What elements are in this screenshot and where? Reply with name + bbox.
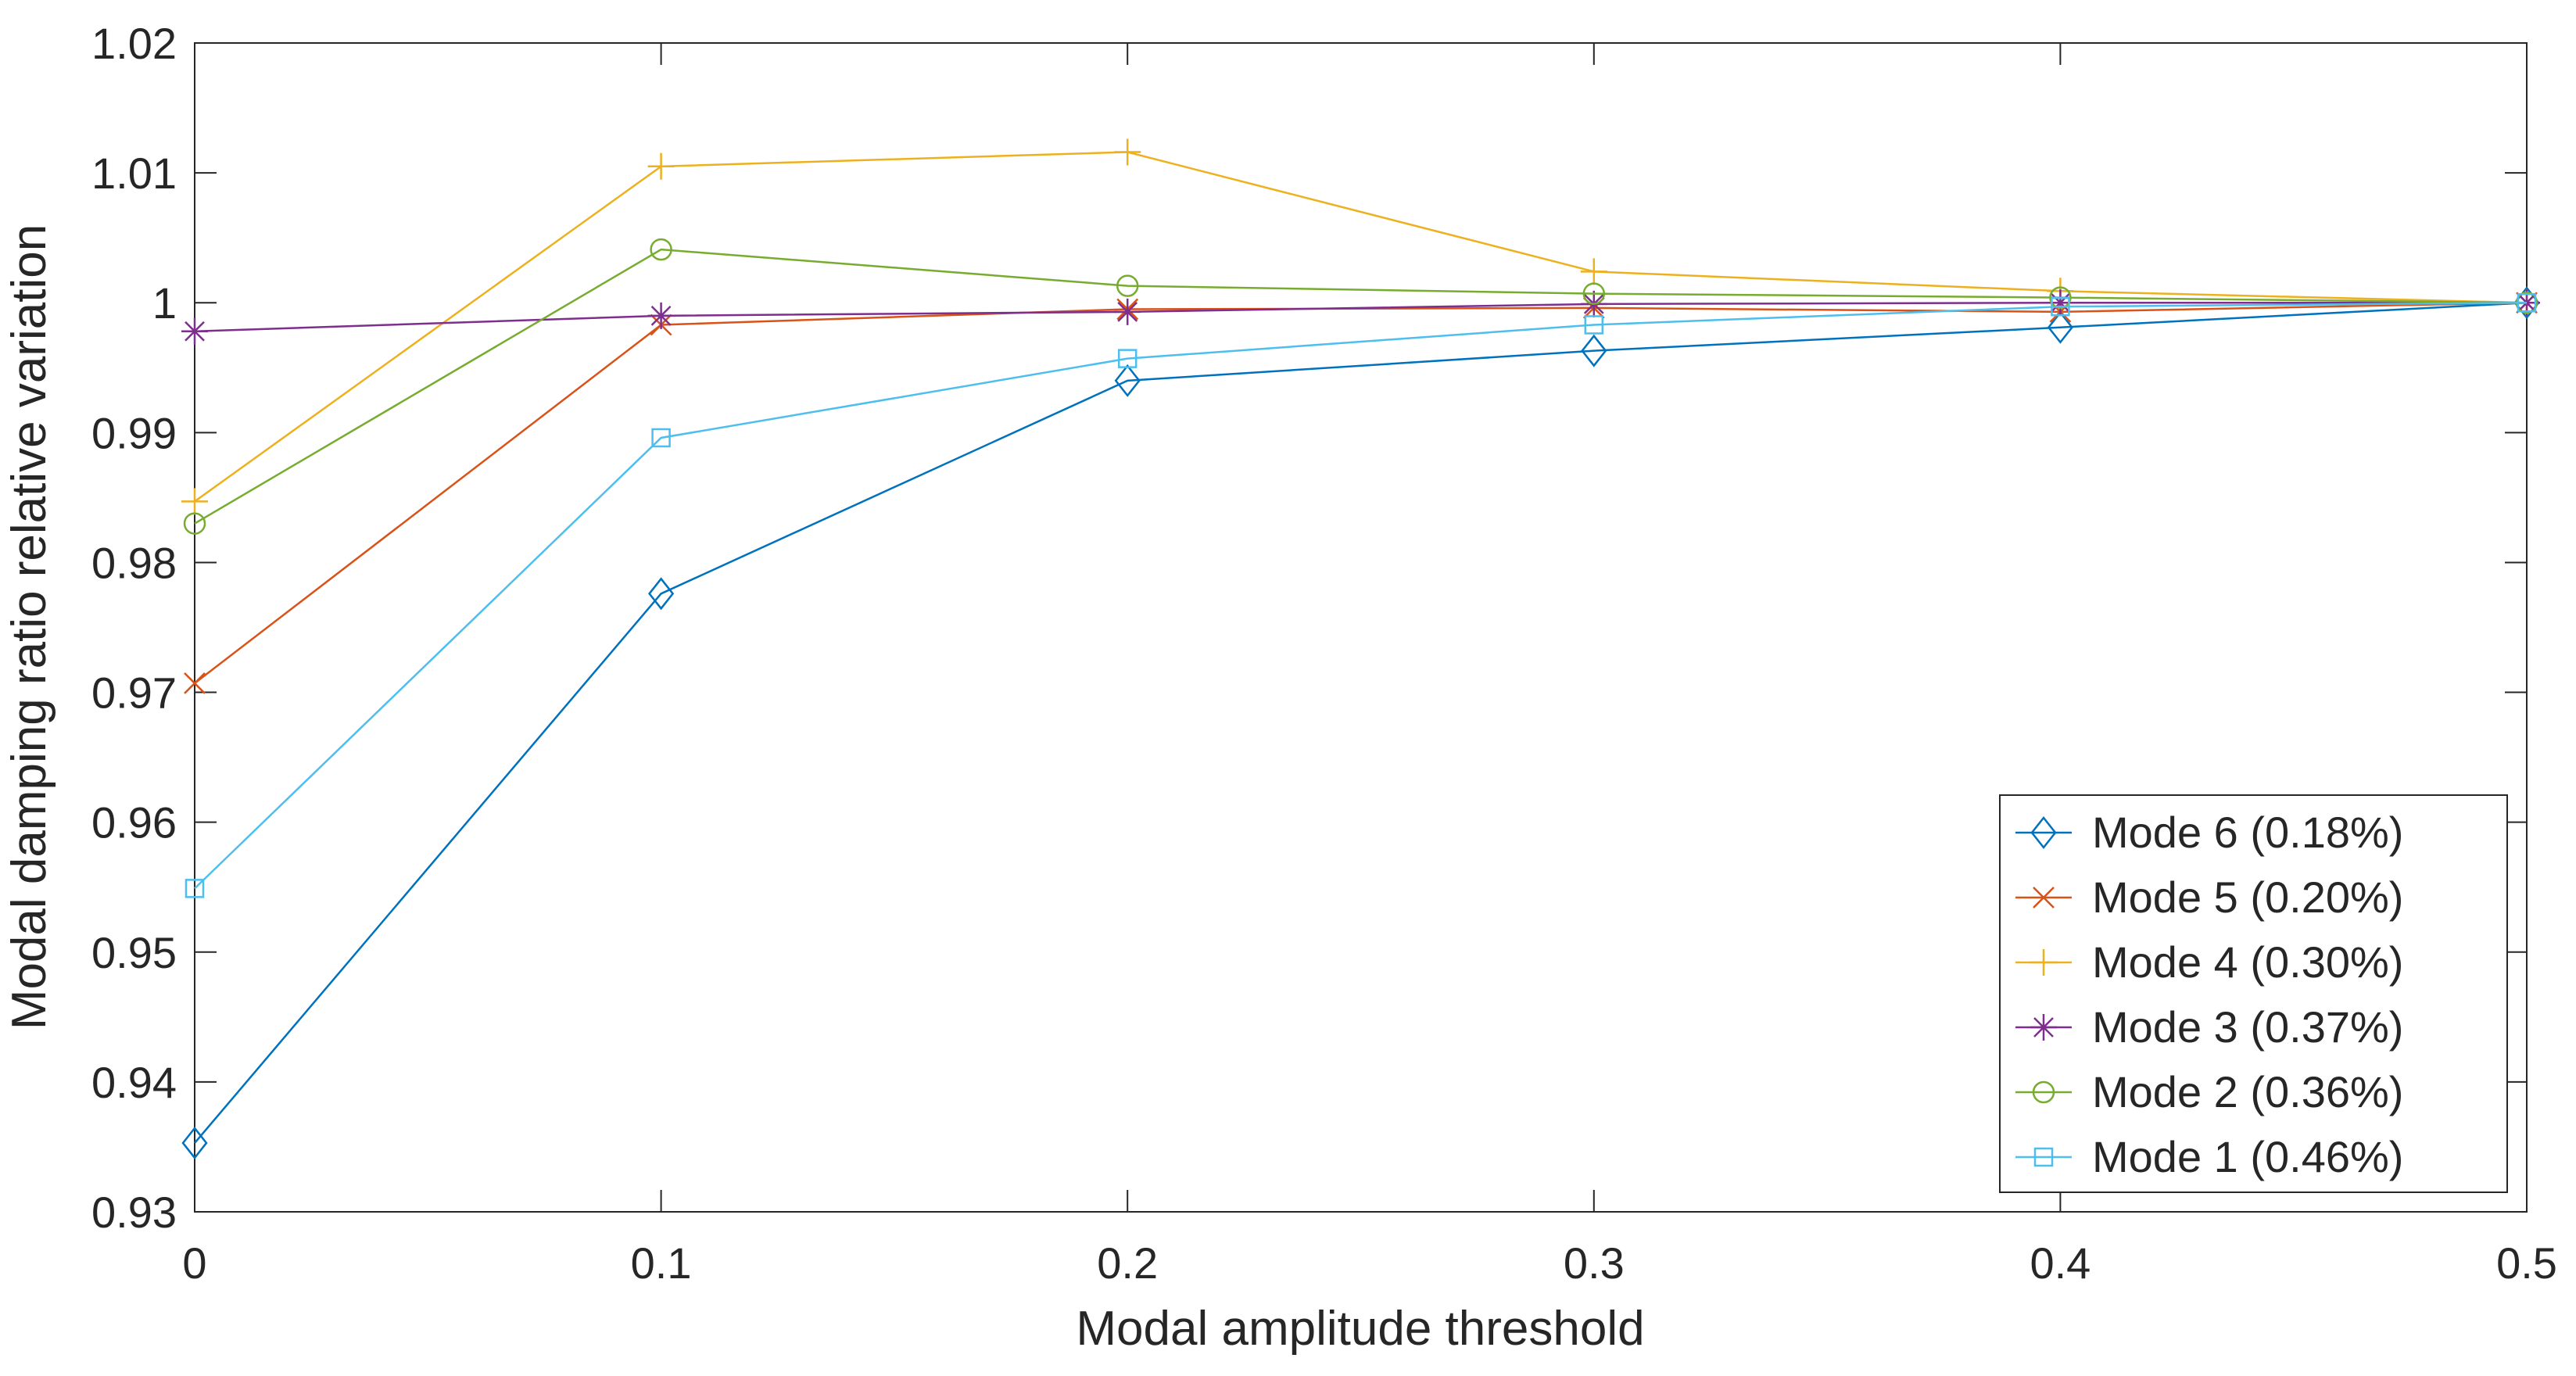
- y-tick-label: 0.96: [91, 798, 177, 847]
- y-tick-label: 0.97: [91, 668, 177, 718]
- series-line: [194, 301, 2528, 1144]
- square-marker: [2517, 292, 2537, 313]
- circle-marker: [183, 512, 206, 535]
- diamond-marker: [1581, 334, 1607, 367]
- plot-frame: [194, 42, 2528, 1213]
- y-tick-label: 0.93: [91, 1188, 177, 1237]
- square-marker: [651, 428, 671, 448]
- square-marker: [2051, 296, 2070, 317]
- legend-label: Mode 3 (0.37%): [2092, 1002, 2403, 1052]
- x-tick-label: 0.5: [2496, 1238, 2557, 1288]
- circle-marker: [2032, 1080, 2055, 1104]
- circle-marker: [2049, 286, 2072, 309]
- legend-label: Mode 6 (0.18%): [2092, 808, 2403, 857]
- diamond-marker: [2047, 310, 2073, 344]
- square-marker: [185, 879, 205, 898]
- y-tick-label: 0.95: [91, 928, 177, 977]
- series-line: [194, 301, 2528, 890]
- series-line: [194, 248, 2528, 525]
- x-marker: [2033, 887, 2055, 908]
- square-marker: [2033, 1147, 2054, 1167]
- plus-marker: [647, 152, 675, 180]
- circle-marker: [1582, 282, 1606, 305]
- x-tick-label: 0.4: [2030, 1238, 2091, 1288]
- legend-label: Mode 4 (0.30%): [2092, 937, 2403, 987]
- axis-ticks: 0.93 0.94 0.95 0.96 0.97 0.98 0.99 1 1.01 1.02 0 0.…: [91, 19, 2557, 1288]
- x-tick-label: 0.1: [631, 1238, 692, 1288]
- y-axis-label: Modal damping ratio relative variation: [2, 224, 56, 1030]
- diamond-marker: [1114, 364, 1141, 397]
- square-marker: [1117, 349, 1138, 368]
- legend-item: Mode 4 (0.30%): [2015, 937, 2403, 987]
- x-tick-label: 0.3: [1564, 1238, 1625, 1288]
- circle-marker: [1116, 274, 1139, 297]
- y-tick-label: 0.99: [91, 408, 177, 457]
- series-line: [194, 301, 2528, 684]
- diamond-marker: [2030, 815, 2057, 850]
- y-tick-label: 0.94: [91, 1058, 177, 1107]
- series-mode-3-0-37: [181, 289, 2540, 345]
- series-mode-1-0-46: [185, 292, 2537, 898]
- series-mode-4-0-30: [181, 138, 2540, 515]
- y-tick-label: 1: [152, 278, 177, 328]
- legend-label: Mode 5 (0.20%): [2092, 873, 2403, 922]
- legend-item: Mode 5 (0.20%): [2015, 873, 2403, 922]
- series-mode-5-0-20: [184, 292, 2538, 694]
- x-marker: [184, 672, 206, 694]
- legend-item: Mode 2 (0.36%): [2015, 1067, 2403, 1116]
- diamond-marker: [181, 1126, 208, 1159]
- asterisk-marker: [2047, 289, 2074, 317]
- legend-item: Mode 3 (0.37%): [2015, 1002, 2403, 1052]
- asterisk-marker: [181, 317, 208, 345]
- y-tick-label: 1.01: [91, 149, 177, 198]
- plus-marker: [2030, 949, 2057, 976]
- series-line: [194, 151, 2528, 503]
- y-tick-label: 1.02: [91, 19, 177, 68]
- series-mode-2-0-36: [183, 238, 2538, 535]
- asterisk-marker: [2030, 1014, 2057, 1041]
- x-tick-label: 0: [182, 1238, 206, 1288]
- asterisk-marker: [647, 302, 675, 329]
- data-series: [181, 138, 2540, 1159]
- x-tick-label: 0.2: [1097, 1238, 1158, 1288]
- series-line: [194, 301, 2527, 333]
- legend-item: Mode 6 (0.18%): [2015, 808, 2403, 857]
- legend-item: Mode 1 (0.46%): [2015, 1132, 2403, 1181]
- legend: Mode 6 (0.18%) Mode 5 (0.20%) Mode 4 (0.30…: [1999, 794, 2508, 1193]
- x-axis-label: Modal amplitude threshold: [1076, 1302, 1644, 1356]
- square-marker: [1584, 315, 1604, 335]
- asterisk-marker: [1114, 298, 1141, 325]
- legend-label: Mode 1 (0.46%): [2092, 1132, 2403, 1181]
- legend-label: Mode 2 (0.36%): [2092, 1067, 2403, 1116]
- y-tick-label: 0.98: [91, 538, 177, 587]
- legend-box: [1999, 794, 2508, 1193]
- plus-marker: [181, 488, 208, 515]
- plus-marker: [1580, 258, 1607, 285]
- diamond-marker: [648, 577, 675, 611]
- circle-marker: [650, 238, 672, 261]
- plus-marker: [1114, 138, 1141, 166]
